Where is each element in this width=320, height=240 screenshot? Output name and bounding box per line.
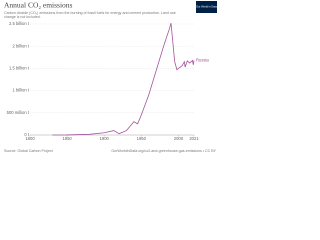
license: OurWorldInData.org/co2-and-greenhouse-ga… xyxy=(111,149,216,153)
chart-title: Annual CO₂ emissions xyxy=(4,1,73,10)
line xyxy=(52,23,195,136)
y-tick-label: 2 billion t xyxy=(12,43,29,48)
x-tick-label: 1900 xyxy=(100,136,110,141)
x-tick-label: 2021 xyxy=(189,136,199,141)
chart: Annual CO₂ emissions Carbon dioxide (CO₂… xyxy=(4,1,217,153)
y-tick-label: 1 billion t xyxy=(12,88,29,93)
y-tick-label: 500 million t xyxy=(7,110,30,115)
x-tick-label: 1850 xyxy=(62,136,72,141)
x-tick-label: 2000 xyxy=(174,136,184,141)
source: Source: Global Carbon Project xyxy=(4,149,53,153)
legend-label: Russia xyxy=(196,58,209,63)
y-tick-label: 2.5 billion t xyxy=(9,21,30,26)
logo-box xyxy=(196,1,217,13)
x-tick-label: 1950 xyxy=(137,136,147,141)
x-tick-label: 1800 xyxy=(25,136,35,141)
subtitle: change is not included. xyxy=(4,15,41,19)
subtitle: Carbon dioxide (CO₂) emissions from the … xyxy=(4,11,176,15)
y-tick-label: 1.5 billion t xyxy=(9,66,30,71)
y-tick-label: 0 t xyxy=(24,132,29,137)
logo: Our World in Data xyxy=(196,5,217,9)
